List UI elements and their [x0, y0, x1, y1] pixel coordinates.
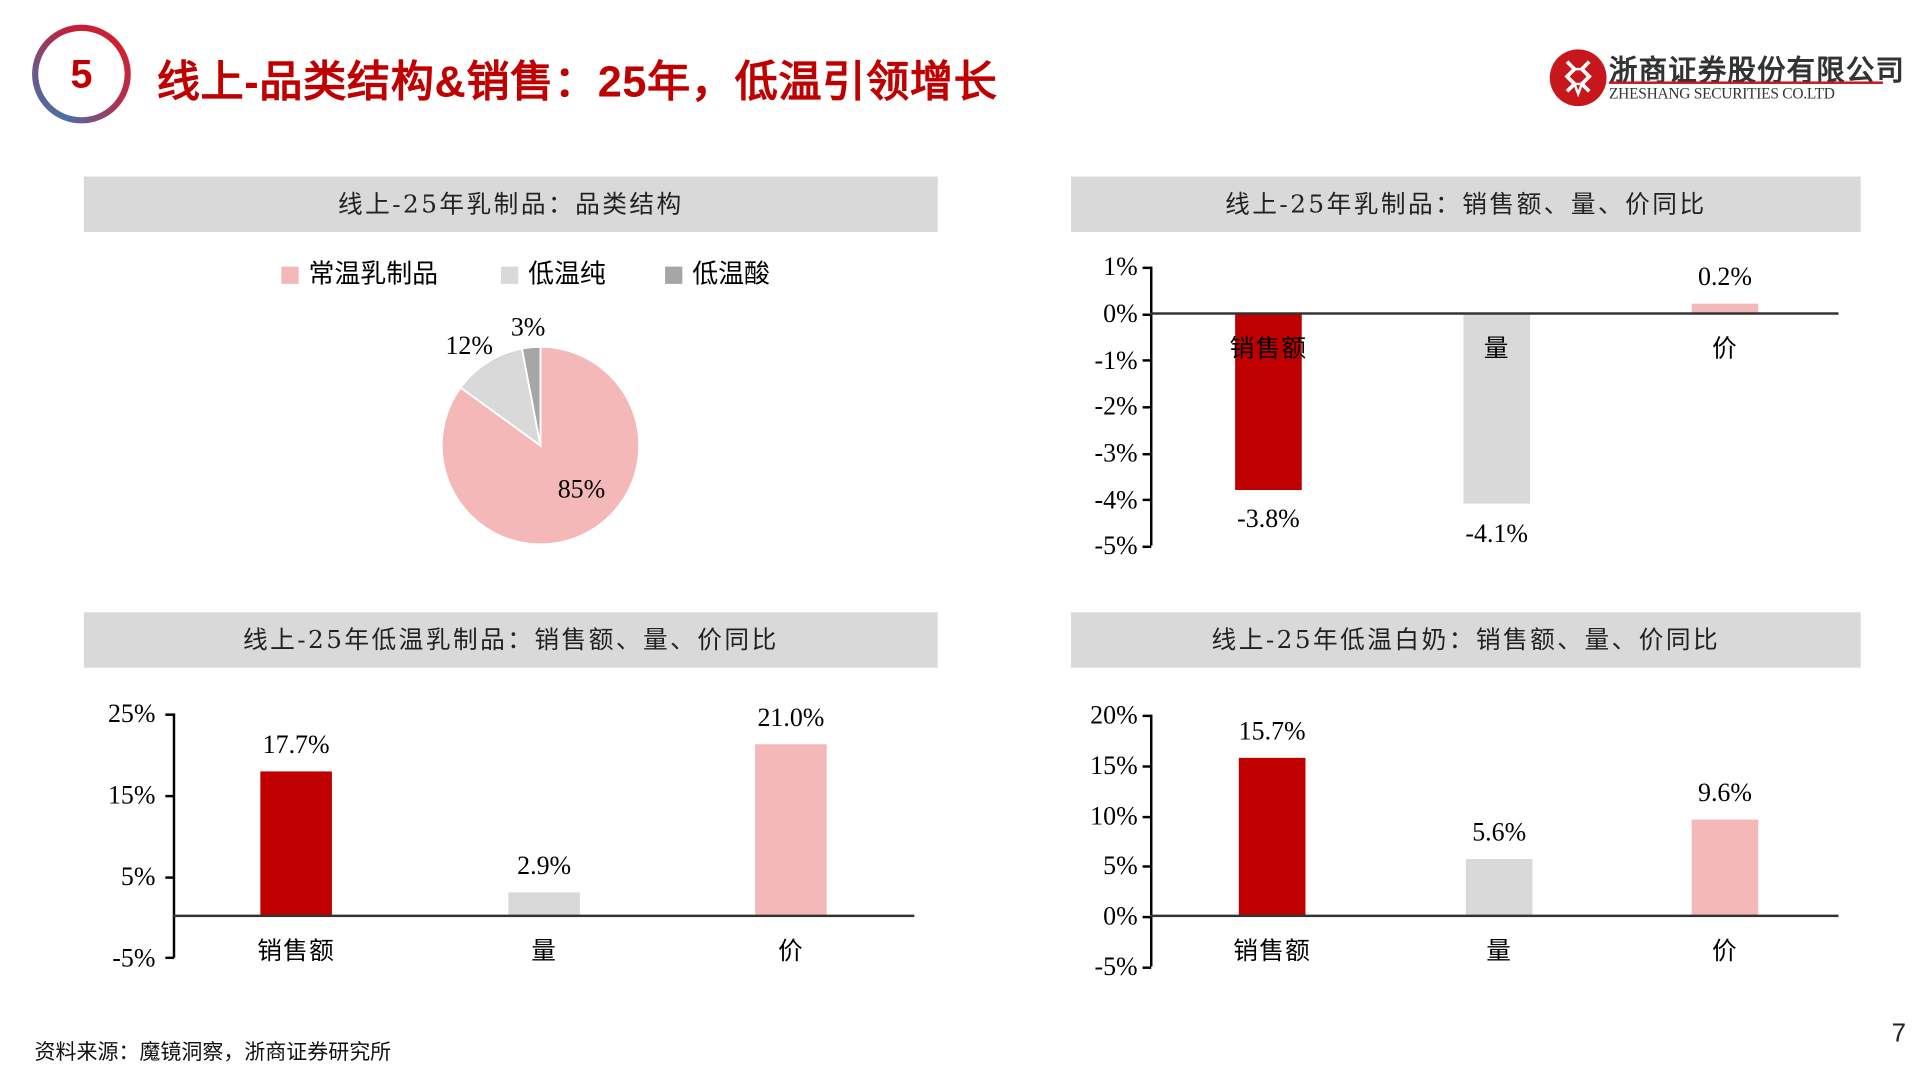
pie-label-chilled-yogurt: 3%: [510, 312, 546, 342]
y-tick: [1142, 915, 1152, 918]
x-axis: [172, 914, 915, 918]
x-label-price: 价: [1712, 333, 1738, 363]
y-tick: [1142, 266, 1152, 269]
panel-title-category-structure: 线上-25年乳制品：品类结构: [83, 176, 938, 233]
y-tick-label: -4%: [1094, 485, 1138, 515]
company-name-en: ZHESHANG SECURITIES CO.LTD: [1609, 85, 1835, 103]
y-tick: [165, 713, 174, 716]
x-label-sales: 销售额: [1229, 333, 1308, 363]
panel-title-chilled-milk-yoy: 线上-25年低温白奶：销售额、量、价同比: [1071, 612, 1861, 668]
y-tick: [1142, 765, 1152, 768]
y-tick: [165, 794, 174, 797]
pie-slice-chilled-yogurt: [520, 345, 542, 446]
y-tick-label: 10%: [1090, 801, 1138, 831]
legend-swatch-chilled-yogurt: [665, 266, 683, 284]
y-tick: [165, 956, 174, 959]
logo-divider: [1609, 81, 1883, 84]
y-tick: [1142, 406, 1152, 408]
x-label-price: 价: [777, 935, 804, 966]
bar-price: [1691, 303, 1759, 314]
value-label-volume: 2.9%: [517, 850, 572, 881]
value-label-price: 9.6%: [1698, 777, 1752, 808]
x-label-sales: 销售额: [257, 935, 336, 966]
y-tick-label: -2%: [1094, 391, 1138, 421]
legend-label-chilled-yogurt: 低温酸: [692, 259, 770, 289]
y-tick: [1142, 815, 1152, 818]
y-tick-label: -3%: [1094, 438, 1138, 468]
bar-volume: [508, 892, 580, 916]
y-tick-label: -5%: [1094, 951, 1138, 982]
bar-sales: [260, 771, 332, 916]
x-label-volume: 量: [1486, 935, 1513, 966]
y-tick-label: -5%: [112, 943, 156, 973]
y-tick: [1142, 359, 1152, 362]
y-axis: [172, 713, 175, 958]
x-label-price: 价: [1712, 935, 1738, 966]
y-axis: [1149, 714, 1152, 967]
value-label-volume: 5.6%: [1472, 817, 1527, 847]
x-label-volume: 量: [531, 935, 558, 966]
page-title: 线上-品类结构&销售：25年，低温引领增长: [156, 58, 998, 107]
x-axis: [1149, 312, 1839, 315]
section-number-ring-inner: [38, 30, 125, 118]
y-tick: [1142, 313, 1152, 316]
y-tick-label: 0%: [1103, 901, 1138, 931]
bar-price: [755, 744, 827, 916]
bar-price: [1691, 819, 1759, 916]
y-tick: [1142, 498, 1152, 501]
value-label-sales: -3.8%: [1237, 503, 1300, 534]
y-tick-label: 1%: [1103, 251, 1138, 282]
value-label-sales: 17.7%: [262, 729, 330, 760]
legend-label-ambient: 常温乳制品: [308, 259, 439, 289]
y-tick: [1142, 714, 1152, 717]
y-tick-label: 25%: [107, 698, 156, 729]
value-label-sales: 15.7%: [1238, 715, 1306, 746]
y-tick-label: 15%: [1090, 750, 1138, 781]
value-label-volume: -4.1%: [1465, 518, 1529, 549]
y-tick: [1142, 865, 1152, 868]
legend-swatch-chilled-plain: [500, 266, 519, 284]
y-tick-label: -5%: [1094, 530, 1138, 561]
panel-title-chilled-dairy-yoy: 线上-25年低温乳制品：销售额、量、价同比: [83, 612, 938, 668]
pie-label-chilled-plain: 12%: [445, 330, 493, 361]
panel-title-dairy-yoy: 线上-25年乳制品：销售额、量、价同比: [1071, 176, 1861, 233]
y-tick: [1142, 452, 1152, 455]
x-label-sales: 销售额: [1233, 935, 1312, 966]
bar-volume: [1465, 859, 1533, 916]
pie-slice-chilled-plain: [459, 347, 542, 448]
y-axis: [1149, 266, 1152, 546]
bar-volume: [1463, 313, 1531, 504]
y-tick-label: 15%: [107, 780, 156, 810]
y-tick: [1142, 545, 1152, 548]
section-number: 5: [70, 51, 93, 97]
legend-swatch-ambient: [281, 266, 299, 284]
company-logo-icon: [1549, 49, 1607, 107]
pie-chart: [440, 345, 641, 546]
x-label-volume: 量: [1483, 333, 1510, 363]
page-number: 7: [1891, 1019, 1906, 1048]
pie-legend: 常温乳制品 低温纯 低温酸: [281, 259, 799, 291]
bar-sales: [1235, 313, 1302, 491]
y-tick: [1142, 966, 1152, 969]
legend-label-chilled-plain: 低温纯: [528, 259, 606, 289]
y-tick-label: 5%: [1103, 850, 1138, 881]
y-tick-label: 5%: [120, 861, 156, 892]
x-axis: [1149, 914, 1839, 918]
y-tick-label: 0%: [1103, 298, 1138, 329]
y-tick-label: 20%: [1090, 699, 1138, 730]
source-note: 资料来源：魔镜洞察，浙商证券研究所: [34, 1040, 392, 1066]
value-label-price: 21.0%: [757, 702, 825, 732]
y-tick: [165, 876, 174, 879]
bar-sales: [1238, 757, 1306, 916]
value-label-price: 0.2%: [1698, 261, 1752, 292]
y-tick-label: -1%: [1094, 345, 1138, 376]
pie-label-ambient: 85%: [557, 473, 606, 504]
